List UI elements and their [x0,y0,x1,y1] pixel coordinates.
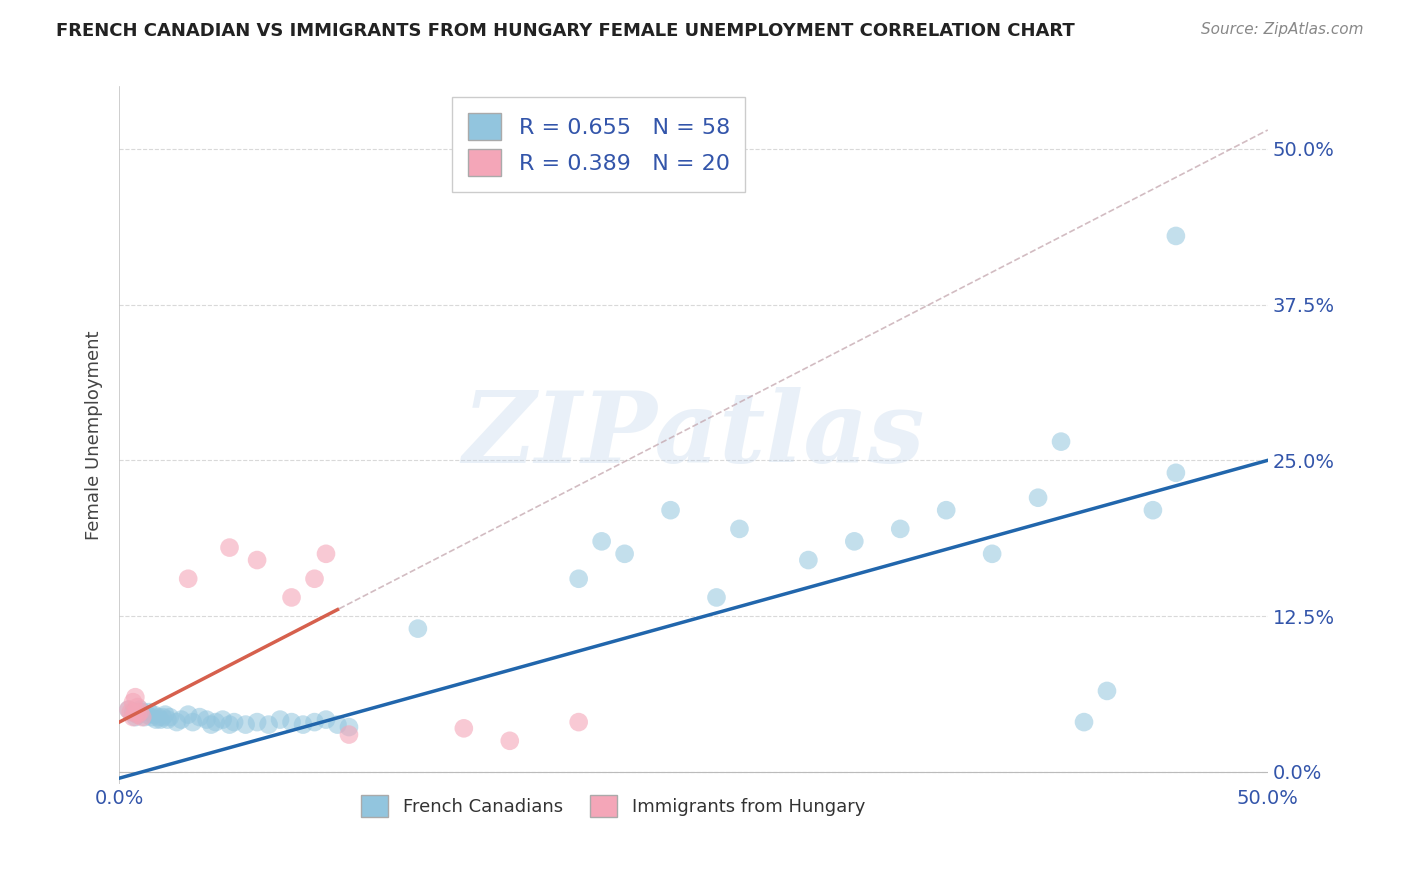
Point [145,713,167,727]
Point [591,534,613,549]
Point [159,710,181,724]
Point [844,534,866,549]
Point [218,717,240,731]
Point [935,503,957,517]
Point [127,700,149,714]
Point [337,720,360,734]
Point [304,572,326,586]
Point [568,572,591,586]
Point [117,703,139,717]
Point [981,547,1004,561]
Point [149,713,172,727]
Point [889,522,911,536]
Point [269,713,291,727]
Point [148,710,170,724]
Point [1142,503,1164,517]
Point [1026,491,1049,505]
Point [177,707,200,722]
Point [499,733,522,747]
Point [122,710,145,724]
Point [177,572,200,586]
Point [218,541,240,555]
Y-axis label: Female Unemployment: Female Unemployment [86,331,103,541]
Point [127,707,149,722]
Point [235,717,257,731]
Point [141,710,163,724]
Point [406,622,429,636]
Point [181,715,204,730]
Point [1095,684,1118,698]
Point [156,713,179,727]
Point [138,705,160,719]
Point [1164,229,1187,244]
Point [246,553,269,567]
Point [728,522,751,536]
Point [797,553,820,567]
Point [129,705,152,719]
Point [568,715,591,730]
Point [1050,434,1073,449]
Point [124,705,146,719]
Point [122,695,145,709]
Point [142,707,165,722]
Point [304,715,326,730]
Point [292,717,315,731]
Point [280,591,302,605]
Point [120,705,142,719]
Point [200,717,222,731]
Point [129,703,152,717]
Point [706,591,728,605]
Point [211,713,233,727]
Text: ZIPatlas: ZIPatlas [463,387,925,483]
Point [315,547,337,561]
Point [613,547,636,561]
Point [659,503,682,517]
Point [315,713,337,727]
Point [131,710,153,724]
Point [188,710,211,724]
Point [152,710,174,724]
Point [326,717,349,731]
Point [131,705,153,719]
Text: Source: ZipAtlas.com: Source: ZipAtlas.com [1201,22,1364,37]
Point [124,690,146,705]
Point [224,715,246,730]
Point [257,717,280,731]
Point [337,728,360,742]
Legend: French Canadians, Immigrants from Hungary: French Canadians, Immigrants from Hungar… [354,788,872,824]
Point [127,707,149,722]
Point [117,703,139,717]
Point [170,713,193,727]
Point [453,722,475,736]
Point [135,707,157,722]
Point [122,705,145,719]
Point [195,713,218,727]
Point [124,710,146,724]
Point [1073,715,1095,730]
Point [246,715,269,730]
Point [280,715,302,730]
Point [204,715,226,730]
Point [134,710,156,724]
Text: FRENCH CANADIAN VS IMMIGRANTS FROM HUNGARY FEMALE UNEMPLOYMENT CORRELATION CHART: FRENCH CANADIAN VS IMMIGRANTS FROM HUNGA… [56,22,1076,40]
Point [155,707,177,722]
Point [166,715,188,730]
Point [1164,466,1187,480]
